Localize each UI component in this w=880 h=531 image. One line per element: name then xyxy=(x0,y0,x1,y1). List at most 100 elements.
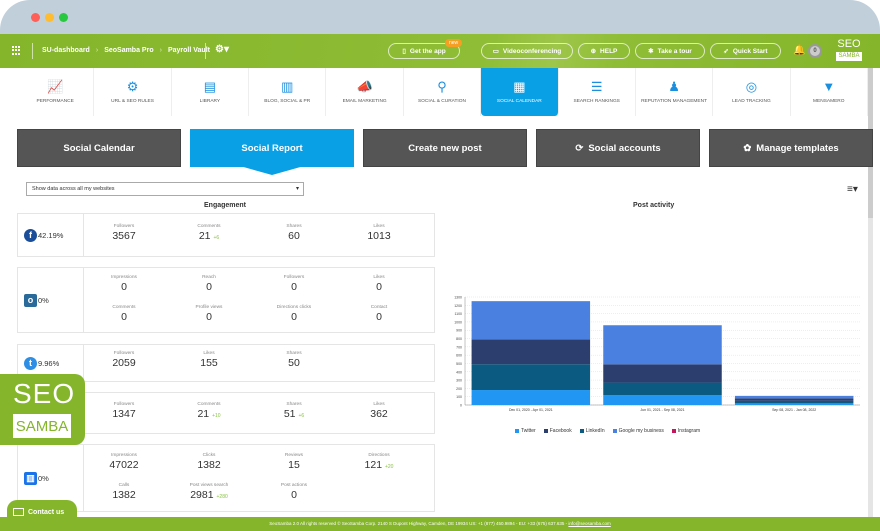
module-social-curation[interactable]: ⚲ SOCIAL & CURATION xyxy=(404,68,482,116)
module-label: MENSAMERO xyxy=(813,99,845,104)
svg-text:500: 500 xyxy=(456,362,462,366)
minimize-window-button[interactable] xyxy=(45,13,54,22)
gear-search-icon: ⚙ xyxy=(126,79,139,94)
seosamba-brand-badge[interactable]: SEO SAMBA xyxy=(0,374,85,445)
videoconferencing-button[interactable]: ▭ Videoconferencing xyxy=(481,43,573,59)
module-reputation-management[interactable]: ♟ REPUTATION MANAGEMENT xyxy=(636,68,714,116)
phone-icon: ▯ xyxy=(402,48,406,55)
card-stats: Followers 3567 Comments 21 +6 Shares 60 Lik… xyxy=(84,214,434,256)
chart-menu-icon[interactable]: ≡▾ xyxy=(847,184,858,195)
legend-swatch xyxy=(579,428,584,433)
breadcrumb-su-dashboard[interactable]: SU-dashboard xyxy=(42,47,90,54)
stat: Post actions 0 xyxy=(280,483,308,501)
stat: Comments 21 +10 xyxy=(197,402,221,420)
stat: Clicks 1382 xyxy=(197,453,221,471)
post-activity-chart: 0 100 200 300 400 500 600 700 800 900 1000 1100 1200… xyxy=(454,296,860,412)
svg-text:700: 700 xyxy=(456,345,462,349)
stat: Likes 0 xyxy=(373,275,385,293)
help-button[interactable]: ⊕ HELP xyxy=(578,43,630,59)
gmb-percent: 0% xyxy=(38,473,49,483)
module-label: REPUTATION MANAGEMENT xyxy=(641,99,708,104)
reputation-icon: ♟ xyxy=(668,79,680,94)
stat: Likes 155 xyxy=(200,351,218,369)
legend-item[interactable]: LinkedIn xyxy=(579,428,605,434)
svg-text:300: 300 xyxy=(456,379,462,383)
funnel-icon: ▼ xyxy=(822,79,836,94)
module-library[interactable]: ▤ LIBRARY xyxy=(172,68,250,116)
legend-item[interactable]: Instagram xyxy=(671,428,700,434)
module-blog-social-pr[interactable]: ▥ BLOG, SOCIAL & PR xyxy=(249,68,327,116)
module-social-calendar[interactable]: ▦ SOCIAL CALENDAR xyxy=(481,68,559,116)
notification-count[interactable]: 0 xyxy=(808,44,822,58)
apps-grid-icon[interactable] xyxy=(12,46,21,55)
legend-item[interactable]: Facebook xyxy=(543,428,572,434)
stat: Shares 60 xyxy=(254,224,334,242)
card-side: o 0% xyxy=(18,268,84,332)
rocket-icon: ➶ xyxy=(723,48,729,55)
module-label: URL & SEO RULES xyxy=(111,99,154,104)
card-stats: Followers 1347 Comments 21 +10 Shares 51 +6… xyxy=(84,393,434,433)
module-mensamero[interactable]: ▼ MENSAMERO xyxy=(791,68,868,116)
tab-label: Manage templates xyxy=(756,142,839,154)
module-search-rankings[interactable]: ☰ SEARCH RANKINGS xyxy=(559,68,636,116)
stat-value: 1013 xyxy=(367,230,391,242)
module-label: PERFORMANCE xyxy=(36,99,74,104)
svg-text:1000: 1000 xyxy=(454,320,462,324)
quick-start-label: Quick Start xyxy=(732,47,768,55)
module-label: BLOG, SOCIAL & PR xyxy=(264,99,311,104)
stat: Profile views 0 xyxy=(195,305,223,323)
calendar-icon: ▦ xyxy=(513,79,526,94)
breadcrumb-payroll-vault[interactable]: Payroll Vault xyxy=(167,47,210,54)
stat: Post views search 2981 +280 xyxy=(189,483,229,501)
settings-gear-icon[interactable]: ⚙▾ xyxy=(215,44,229,55)
stat: Followers 2059 xyxy=(112,351,136,369)
svg-text:400: 400 xyxy=(456,370,462,374)
maximize-window-button[interactable] xyxy=(59,13,68,22)
website-filter-select[interactable]: Show data across all my websites ▾ xyxy=(26,182,304,196)
breadcrumb-seosamba-pro[interactable]: SeoSamba Pro xyxy=(104,47,154,54)
card-side: f 42.19% xyxy=(18,214,84,256)
close-window-button[interactable] xyxy=(31,13,40,22)
module-url-seo-rules[interactable]: ⚙ URL & SEO RULES xyxy=(94,68,172,116)
bell-icon[interactable]: 🔔 xyxy=(793,45,806,56)
tab-social-calendar[interactable]: Social Calendar xyxy=(17,129,181,167)
tab-social-accounts[interactable]: ⟳ Social accounts xyxy=(536,129,700,167)
stat: Reviews 15 xyxy=(284,453,304,471)
footer-email-link[interactable]: info@seosamba.com xyxy=(568,521,611,526)
stat-value: 60 xyxy=(288,230,300,242)
module-lead-tracking[interactable]: ◎ LEAD TRACKING xyxy=(713,68,791,116)
facebook-icon: f xyxy=(24,228,37,242)
tab-manage-templates[interactable]: ✿ Manage templates xyxy=(709,129,873,167)
quick-start-button[interactable]: ➶ Quick Start xyxy=(710,43,781,59)
take-tour-button[interactable]: ✱ Take a tour xyxy=(635,43,705,59)
logo-seo-text: SEO xyxy=(837,38,861,50)
stat-value: 21 +6 xyxy=(198,230,220,242)
tab-create-new-post[interactable]: Create new post xyxy=(363,129,527,167)
twitter-percent: 9.96% xyxy=(38,358,60,368)
chart-legend: Twitter Facebook LinkedIn Google my busines… xyxy=(515,428,700,434)
social-curation-icon: ⚲ xyxy=(437,79,447,94)
breadcrumb: SU-dashboard › SeoSamba Pro › Payroll Va… xyxy=(42,47,210,54)
top-nav-bar: SU-dashboard › SeoSamba Pro › Payroll Va… xyxy=(0,34,880,68)
performance-chart-icon: 📈 xyxy=(47,79,64,94)
module-email-marketing[interactable]: 📣 EMAIL MARKETING xyxy=(326,68,404,116)
svg-text:1300: 1300 xyxy=(454,296,462,300)
seosamba-logo[interactable]: SEO SAMBA xyxy=(836,39,862,61)
legend-item[interactable]: Google my business xyxy=(612,428,664,434)
divider xyxy=(205,43,206,59)
stat-label: Comments xyxy=(197,224,221,229)
stat: Directions clicks 0 xyxy=(276,305,312,323)
stat-label: Shares xyxy=(286,224,302,229)
get-app-button[interactable]: ▯ Get the app xyxy=(388,43,460,59)
contact-us-button[interactable]: Contact us xyxy=(7,500,77,524)
stat-label: Likes xyxy=(373,224,385,229)
google-my-business-card: ▥ 0% Impressions 47022 Clicks 1382 Reviews… xyxy=(17,444,435,512)
legend-item[interactable]: Twitter xyxy=(515,428,536,434)
tab-social-report[interactable]: Social Report xyxy=(190,129,354,175)
megaphone-icon: 📣 xyxy=(356,79,373,94)
get-app-label: Get the app xyxy=(409,47,446,55)
module-performance[interactable]: 📈 PERFORMANCE xyxy=(17,68,95,116)
card-stats: Impressions 47022 Clicks 1382 Reviews 15 Di… xyxy=(84,445,434,511)
instagram-icon: o xyxy=(24,293,37,307)
module-label: SOCIAL & CURATION xyxy=(417,99,466,104)
